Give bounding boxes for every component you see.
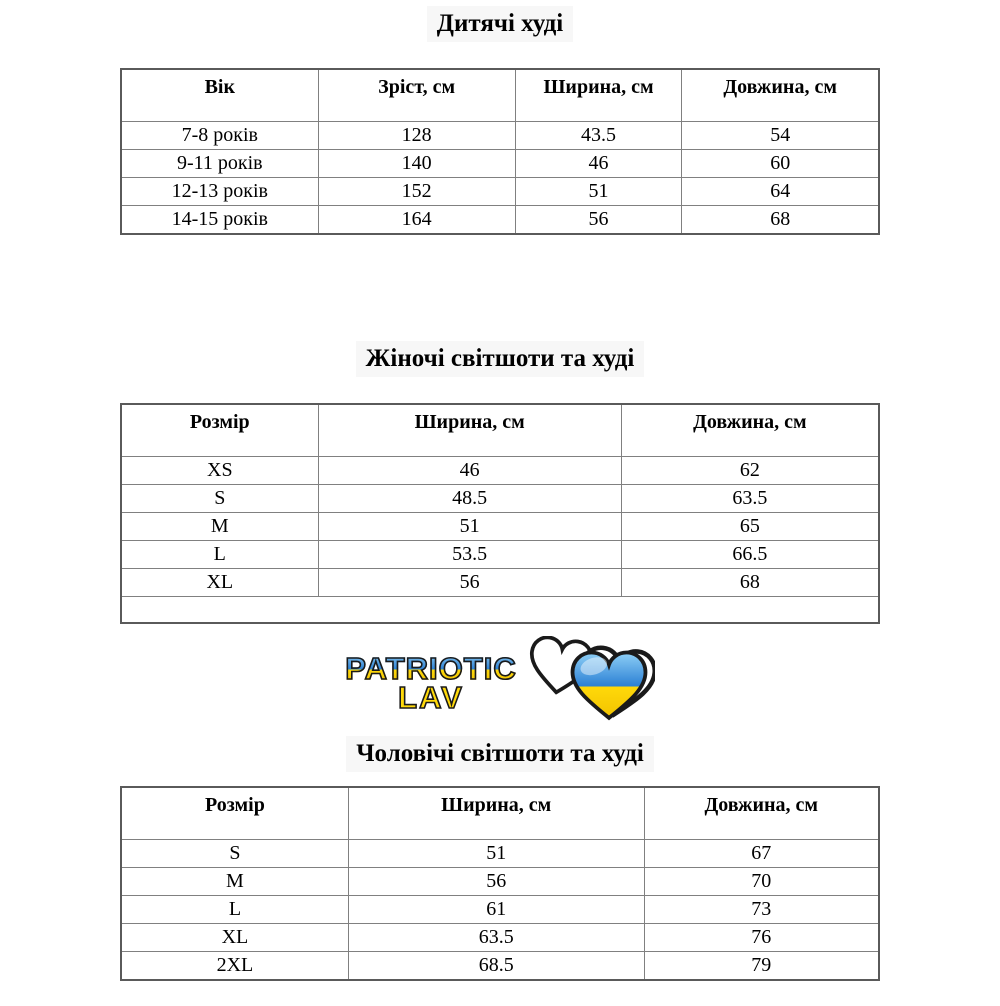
table-cell: 140: [317, 149, 516, 178]
section-children-hoodies: Дитячі худі Вік Зріст, см Ширина, см Довжин…: [0, 6, 1000, 235]
empty-cell: [120, 596, 880, 624]
table-cell: 63.5: [620, 484, 880, 513]
table-cell: 164: [317, 205, 516, 235]
table-title-text: Дитячі худі: [426, 6, 574, 42]
column-header: Довжина, см: [681, 68, 880, 122]
table-title-men: Чоловічі світшоти та худі: [0, 736, 1000, 772]
brand-name-line1: PATRIOTIC: [344, 650, 517, 686]
table-cell: 56: [347, 867, 645, 896]
table-cell: 61: [347, 895, 645, 924]
table-cell: 48.5: [317, 484, 622, 513]
table-row: 7-8 років 128 43.5 54: [120, 121, 880, 150]
table-row: XL 56 68: [120, 568, 880, 597]
column-header: Ширина, см: [347, 786, 645, 840]
table-row: 9-11 років 140 46 60: [120, 149, 880, 178]
table-row: L 61 73: [120, 895, 880, 924]
header-row: Розмір Ширина, см Довжина, см: [120, 403, 880, 457]
size-table-men: Розмір Ширина, см Довжина, см S 51 67 M 56 70 L 61…: [120, 786, 880, 981]
brand-logo: PATRIOTIC LAV: [0, 636, 1000, 730]
table-row: L 53.5 66.5: [120, 540, 880, 569]
ukraine-flag-hearts-icon: [529, 636, 655, 721]
table-row: S 51 67: [120, 839, 880, 868]
table-cell: 12-13 років: [120, 177, 319, 206]
table-cell: 68: [620, 568, 880, 597]
table-cell: 54: [681, 121, 880, 150]
table-row: XL 63.5 76: [120, 923, 880, 952]
table-cell: S: [120, 484, 319, 513]
table-cell: 63.5: [347, 923, 645, 952]
table-title-children: Дитячі худі: [0, 6, 1000, 42]
section-women-sweatshirts: Жіночі світшоти та худі Розмір Ширина, см…: [0, 341, 1000, 624]
column-header: Розмір: [120, 403, 319, 457]
table-cell: 51: [317, 512, 622, 541]
empty-row: [120, 596, 880, 624]
table-cell: 56: [317, 568, 622, 597]
column-header: Розмір: [120, 786, 349, 840]
table-cell: 68: [681, 205, 880, 235]
table-cell: 7-8 років: [120, 121, 319, 150]
size-table-women: Розмір Ширина, см Довжина, см XS 46 62 S 48.5 63…: [120, 403, 880, 624]
table-cell: 46: [514, 149, 683, 178]
table-row: 12-13 років 152 51 64: [120, 177, 880, 206]
table-cell: 53.5: [317, 540, 622, 569]
table-cell: 51: [347, 839, 645, 868]
table-cell: 9-11 років: [120, 149, 319, 178]
table-cell: 70: [643, 867, 880, 896]
table-cell: 152: [317, 177, 516, 206]
brand-logo-text: PATRIOTIC LAV: [344, 650, 517, 715]
table-title-women: Жіночі світшоти та худі: [0, 341, 1000, 377]
table-row: 14-15 років 164 56 68: [120, 205, 880, 235]
table-cell: 128: [317, 121, 516, 150]
table-cell: M: [120, 512, 319, 541]
table-cell: 79: [643, 951, 880, 981]
column-header: Ширина, см: [317, 403, 622, 457]
table-row: M 51 65: [120, 512, 880, 541]
table-cell: 62: [620, 456, 880, 485]
section-men-sweatshirts: Чоловічі світшоти та худі Розмір Ширина, …: [0, 736, 1000, 981]
table-row: S 48.5 63.5: [120, 484, 880, 513]
table-cell: XL: [120, 568, 319, 597]
column-header: Довжина, см: [643, 786, 880, 840]
table-row: 2XL 68.5 79: [120, 951, 880, 981]
table-title-text: Жіночі світшоти та худі: [355, 341, 645, 377]
size-table-children: Вік Зріст, см Ширина, см Довжина, см 7-8 рок…: [120, 68, 880, 235]
table-cell: 64: [681, 177, 880, 206]
header-row: Вік Зріст, см Ширина, см Довжина, см: [120, 68, 880, 122]
size-chart-page: Дитячі худі Вік Зріст, см Ширина, см Довжин…: [0, 6, 1000, 1006]
table-cell: 56: [514, 205, 683, 235]
table-cell: 67: [643, 839, 880, 868]
header-row: Розмір Ширина, см Довжина, см: [120, 786, 880, 840]
table-cell: 43.5: [514, 121, 683, 150]
table-cell: 66.5: [620, 540, 880, 569]
table-row: XS 46 62: [120, 456, 880, 485]
column-header: Довжина, см: [620, 403, 880, 457]
table-title-text: Чоловічі світшоти та худі: [346, 736, 654, 772]
column-header: Вік: [120, 68, 319, 122]
table-cell: 60: [681, 149, 880, 178]
table-cell: L: [120, 895, 349, 924]
table-cell: 51: [514, 177, 683, 206]
table-cell: 65: [620, 512, 880, 541]
table-cell: 2XL: [120, 951, 349, 981]
table-cell: XL: [120, 923, 349, 952]
table-cell: 46: [317, 456, 622, 485]
table-cell: 73: [643, 895, 880, 924]
table-cell: M: [120, 867, 349, 896]
table-cell: 14-15 років: [120, 205, 319, 235]
column-header: Ширина, см: [514, 68, 683, 122]
table-row: M 56 70: [120, 867, 880, 896]
table-cell: 68.5: [347, 951, 645, 981]
column-header: Зріст, см: [317, 68, 516, 122]
table-cell: XS: [120, 456, 319, 485]
table-cell: L: [120, 540, 319, 569]
table-cell: S: [120, 839, 349, 868]
brand-name-line2: LAV: [397, 680, 464, 715]
table-cell: 76: [643, 923, 880, 952]
